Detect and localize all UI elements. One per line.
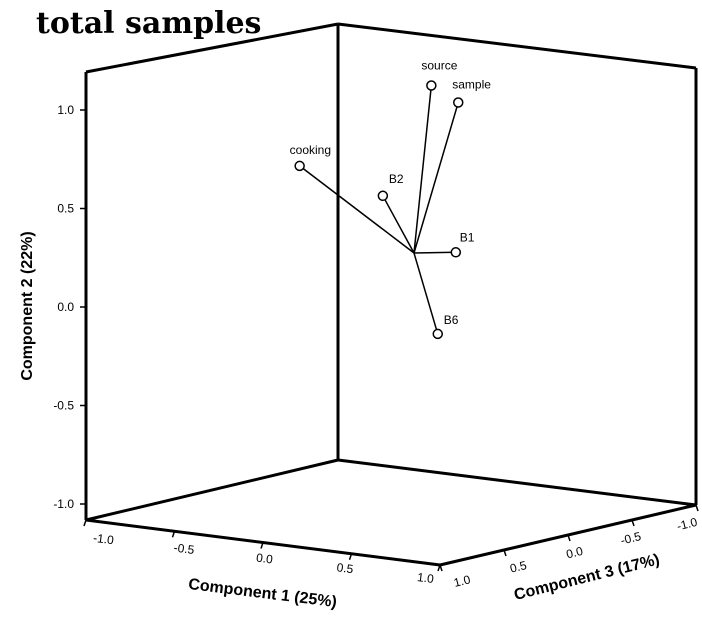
y-axis-title: Component 2 (22%): [19, 231, 36, 380]
point-label-source: source: [421, 59, 457, 73]
chart-title: total samples: [36, 6, 262, 41]
top-left-edge: [85, 22, 339, 74]
x-tick-label: 0.5: [336, 560, 355, 576]
point-b2: [377, 190, 389, 202]
z-tick-label: 0.5: [508, 558, 528, 576]
x-tick-label: -1.0: [92, 531, 115, 547]
point-label-cooking: cooking: [290, 143, 331, 157]
y-tick-label: -0.5: [53, 399, 74, 413]
x-tick-mark: [348, 553, 353, 560]
y-tick-label: 0.5: [57, 202, 74, 216]
top-right-edge: [337, 22, 697, 70]
point-b6: [432, 328, 443, 340]
vector-b2: [382, 195, 415, 254]
vector-b6: [413, 252, 439, 335]
point-label-b2: B2: [389, 172, 404, 186]
x-tick-mark: [83, 519, 87, 527]
x-tick-label: 1.0: [416, 570, 435, 586]
point-label-b1: B1: [460, 230, 475, 244]
vector-cooking: [299, 165, 415, 254]
point-label-sample: sample: [452, 78, 491, 92]
vector-sample: [413, 102, 459, 254]
floor-back-left-edge: [85, 458, 339, 522]
y-tick-label: -1.0: [53, 497, 74, 511]
z-tick-mark: [439, 564, 443, 572]
x-axis-title: Component 1 (25%): [187, 576, 337, 611]
z-tick-mark: [503, 549, 507, 557]
point-label-b6: B6: [444, 313, 459, 327]
y-tick-label: 1.0: [57, 103, 74, 117]
point-sample: [453, 97, 464, 108]
z-tick-label: -1.0: [675, 515, 699, 534]
vector-source: [413, 85, 433, 254]
x-tick-mark: [260, 542, 264, 549]
z-tick-mark: [567, 534, 571, 542]
x-tick-label: -0.5: [173, 541, 196, 557]
z-tick-mark: [695, 504, 699, 512]
z-tick-label: 1.0: [452, 572, 472, 590]
x-tick-mark: [171, 531, 176, 538]
point-b1: [450, 247, 462, 258]
floor-back-right-edge: [337, 458, 697, 507]
z-tick-label: 0.0: [565, 544, 585, 562]
z-axis-title: Component 3 (17%): [512, 551, 661, 604]
point-source: [426, 80, 437, 91]
y-tick-label: 0.0: [57, 300, 74, 314]
point-cooking: [294, 160, 305, 172]
vector-b1: [413, 251, 456, 254]
x-tick-label: 0.0: [255, 551, 274, 567]
z-tick-label: -0.5: [619, 529, 643, 548]
z-tick-mark: [631, 519, 635, 527]
